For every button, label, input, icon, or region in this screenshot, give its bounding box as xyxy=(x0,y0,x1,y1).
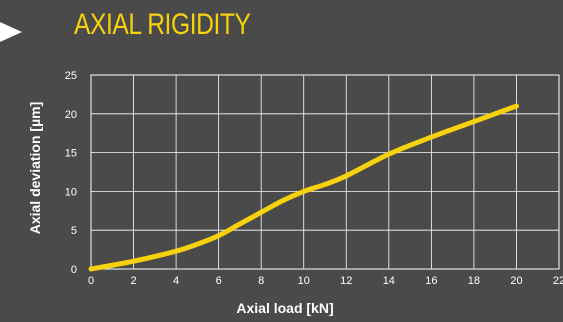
play-arrow-icon xyxy=(0,22,22,42)
x-tick-label: 18 xyxy=(468,275,480,287)
x-tick-label: 6 xyxy=(216,275,222,287)
plot-frame xyxy=(90,74,560,270)
x-tick-label: 10 xyxy=(298,275,310,287)
x-tick-label: 16 xyxy=(425,275,437,287)
x-tick-label: 22 xyxy=(553,275,563,287)
chart-grid xyxy=(90,74,560,270)
y-tick-label: 5 xyxy=(71,225,77,237)
y-tick-label: 0 xyxy=(71,264,77,276)
x-tick-label: 12 xyxy=(340,275,352,287)
y-tick-label: 15 xyxy=(65,148,77,160)
chart-series xyxy=(88,103,519,272)
y-tick-label: 20 xyxy=(65,109,77,121)
y-axis-title: Axial deviation [µm] xyxy=(27,102,43,235)
x-tick-label: 4 xyxy=(173,275,179,287)
x-tick-label: 20 xyxy=(510,275,522,287)
page-title: AXIAL RIGIDITY xyxy=(74,8,251,41)
x-tick-label: 8 xyxy=(258,275,264,287)
x-tick-label: 0 xyxy=(88,275,94,287)
y-tick-label: 10 xyxy=(65,186,77,198)
x-tick-label: 2 xyxy=(130,275,136,287)
series-line xyxy=(88,103,519,272)
chart-tick-labels: 0 2 4 6 8 10 12 14 16 18 20 22 0 5 10 15 20 25 xyxy=(65,70,563,287)
x-axis-title: Axial load [kN] xyxy=(236,300,333,316)
y-tick-label: 25 xyxy=(65,70,77,82)
x-tick-label: 14 xyxy=(383,275,395,287)
